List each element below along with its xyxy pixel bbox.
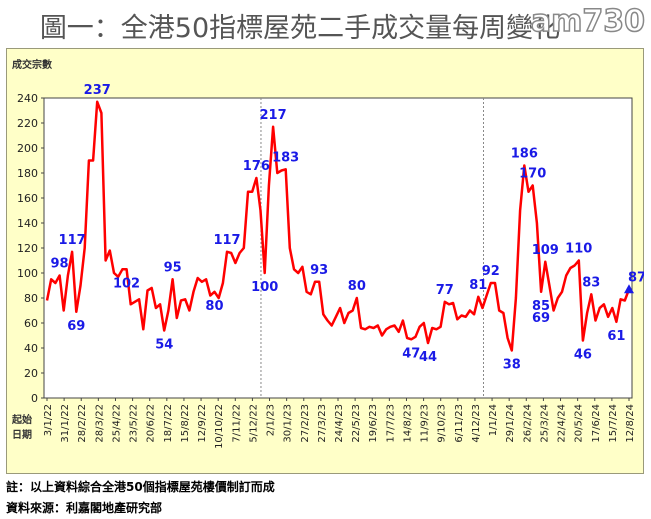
data-label: 80 — [205, 299, 223, 314]
x-tick-label: 25/4/22 — [111, 404, 122, 443]
x-tick-label: 10/10/22 — [214, 404, 225, 449]
data-label: 93 — [310, 263, 328, 278]
x-tick-label: 1/1/24 — [488, 404, 499, 436]
x-tick-label: 11/9/23 — [420, 404, 431, 443]
data-label: 46 — [574, 348, 592, 363]
data-label: 69 — [67, 319, 85, 334]
data-label: 117 — [59, 233, 86, 248]
data-label: 170 — [519, 167, 546, 182]
y-axis-label: 成交宗數 — [12, 58, 52, 71]
y-tick-label: 180 — [17, 167, 38, 180]
x-tick-label: 15/7/24 — [608, 404, 619, 443]
x-tick-label: 4/12/23 — [471, 404, 482, 443]
y-tick-label: 0 — [31, 392, 38, 405]
y-tick-label: 80 — [24, 292, 38, 305]
y-tick-label: 20 — [24, 367, 38, 380]
data-label: 77 — [436, 283, 454, 298]
x-tick-label: 25/3/24 — [539, 404, 550, 443]
x-tick-label: 26/2/24 — [522, 404, 533, 443]
data-label: 87 — [628, 270, 644, 285]
y-tick-label: 240 — [17, 92, 38, 105]
x-axis-caption-line1: 起始 — [11, 413, 32, 426]
data-label: 186 — [511, 147, 538, 162]
data-label: 54 — [155, 338, 173, 353]
data-label: 81 — [469, 278, 487, 293]
x-tick-label: 2/1/23 — [266, 404, 277, 436]
x-axis-caption-line2: 日期 — [12, 428, 32, 441]
x-tick-label: 28/2/22 — [77, 404, 88, 443]
data-label: 217 — [260, 108, 287, 123]
x-tick-label: 24/4/23 — [334, 404, 345, 443]
x-tick-label: 6/11/23 — [454, 404, 465, 443]
data-label: 176 — [243, 159, 270, 174]
y-tick-label: 160 — [17, 192, 38, 205]
x-tick-label: 7/11/22 — [231, 404, 242, 443]
x-tick-label: 5/12/22 — [248, 404, 259, 443]
data-label: 38 — [503, 358, 521, 373]
x-tick-label: 3/1/22 — [43, 404, 54, 436]
x-tick-label: 15/8/22 — [180, 404, 191, 443]
x-tick-label: 12/8/24 — [625, 404, 636, 443]
y-tick-label: 40 — [24, 342, 38, 355]
x-tick-label: 17/7/23 — [385, 404, 396, 443]
x-tick-label: 22/5/23 — [351, 404, 362, 443]
data-label: 47 — [402, 346, 420, 361]
x-tick-label: 9/10/23 — [437, 404, 448, 443]
end-marker — [624, 284, 634, 294]
data-label: 80 — [348, 279, 366, 294]
x-tick-label: 30/1/23 — [283, 404, 294, 443]
y-tick-label: 200 — [17, 142, 38, 155]
x-tick-label: 31/1/22 — [60, 404, 71, 443]
data-label: 102 — [113, 276, 140, 291]
y-tick-label: 140 — [17, 217, 38, 230]
data-label: 92 — [482, 264, 500, 279]
page-title: 圖一：全港50指標屋苑二手成交量每周變化 — [39, 13, 561, 44]
x-tick-label: 27/2/23 — [300, 404, 311, 443]
data-label: 69 — [532, 311, 550, 326]
data-label: 98 — [51, 257, 69, 272]
line-chart: 成交宗數 0 20 40 60 80 100 120 140 160 180 200 220 240 3/… — [6, 48, 644, 474]
x-tick-label: 12/9/22 — [197, 404, 208, 443]
footnote: 註：以上資料綜合全港50個指標屋苑樓價制訂而成 — [6, 480, 275, 494]
data-label: 83 — [582, 275, 600, 290]
y-tick-label: 60 — [24, 317, 38, 330]
data-label: 95 — [164, 260, 182, 275]
source-note: 資料來源：利嘉閣地產研究部 — [6, 501, 163, 515]
data-label: 110 — [565, 242, 592, 257]
data-label: 44 — [419, 350, 437, 365]
data-label: 100 — [251, 280, 278, 295]
series-line — [45, 100, 631, 352]
y-tick-label: 220 — [17, 117, 38, 130]
x-tick-label: 17/6/24 — [591, 404, 602, 443]
data-label: 61 — [607, 329, 625, 344]
x-tick-label: 19/6/23 — [368, 404, 379, 443]
plot-area: 0 20 40 60 80 100 120 140 160 180 200 220 240 3/1/22 3… — [17, 83, 644, 449]
data-label: 183 — [272, 150, 299, 165]
watermark-logo: am730 — [530, 3, 646, 40]
data-label: 237 — [84, 83, 111, 98]
x-tick-label: 20/5/24 — [574, 404, 585, 443]
x-tick-label: 14/8/23 — [402, 404, 413, 443]
y-tick-label: 120 — [17, 242, 38, 255]
data-label: 117 — [213, 233, 240, 248]
plot-background — [43, 97, 633, 399]
x-tick-label: 20/6/22 — [146, 404, 157, 443]
x-tick-label: 27/3/23 — [317, 404, 328, 443]
x-tick-label: 29/1/24 — [505, 404, 516, 443]
x-tick-label: 28/3/22 — [94, 404, 105, 443]
data-label: 85 — [532, 299, 550, 314]
x-tick-label: 23/5/22 — [129, 404, 140, 443]
data-label: 109 — [532, 243, 559, 258]
x-tick-label: 18/7/22 — [163, 404, 174, 443]
x-tick-label: 22/4/24 — [557, 404, 568, 443]
y-tick-label: 100 — [17, 267, 38, 280]
